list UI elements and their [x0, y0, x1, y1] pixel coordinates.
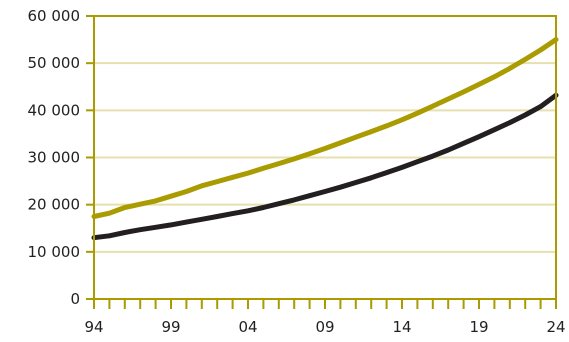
y-tick-label: 60 000 [28, 7, 81, 25]
series-line-1 [91, 37, 559, 219]
y-tick-label: 30 000 [28, 149, 81, 167]
x-axis: 94 99 04 09 14 19 24 [84, 299, 566, 336]
y-axis: 0 10 000 20 000 30 000 40 000 50 000 60 000 [28, 7, 94, 308]
x-tick-label: 14 [392, 318, 411, 336]
y-tick-label: 50 000 [28, 54, 81, 72]
x-tick-label: 09 [315, 318, 334, 336]
x-tick-label: 99 [161, 318, 180, 336]
x-tick-label: 94 [84, 318, 103, 336]
y-tick-label: 20 000 [28, 196, 81, 214]
series-lines [91, 37, 559, 241]
x-tick-label: 24 [546, 318, 565, 336]
x-tick-label: 19 [469, 318, 488, 336]
series-line-2 [91, 92, 559, 241]
y-tick-label: 40 000 [28, 101, 81, 119]
x-tick-label: 04 [238, 318, 257, 336]
y-tick-label: 10 000 [28, 243, 81, 261]
grid-lines [94, 62, 556, 253]
y-tick-label: 0 [70, 290, 80, 308]
